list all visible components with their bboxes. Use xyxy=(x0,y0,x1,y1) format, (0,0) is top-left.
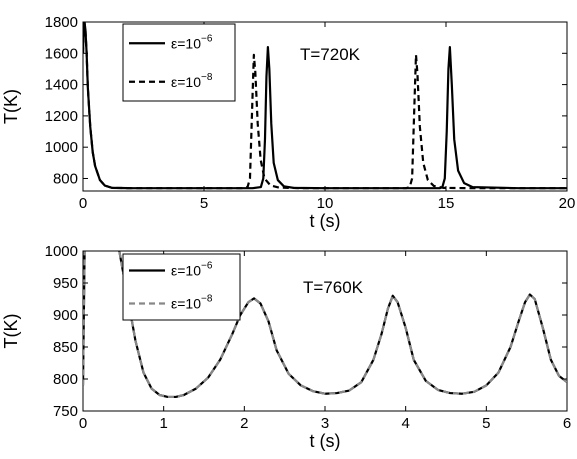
chart-panel-1: 0 5 10 15 20 800 1000 1200 1400 1600 1800 t (s) T(K)… xyxy=(1,14,575,231)
legend: ε=10−6 ε=10−8 xyxy=(122,23,236,102)
temperature-annotation: T=760K xyxy=(303,278,364,297)
x-tick-label: 1 xyxy=(159,415,167,432)
x-tick-label: 5 xyxy=(482,415,490,432)
y-axis-label: T(K) xyxy=(1,314,21,349)
x-tick-label: 0 xyxy=(79,415,87,432)
legend: ε=10−6 ε=10−8 xyxy=(122,253,241,321)
y-tick-label: 850 xyxy=(53,339,78,356)
series-line-2 xyxy=(83,22,567,190)
y-tick-label: 1600 xyxy=(45,45,78,62)
x-tick-label: 5 xyxy=(200,195,208,212)
y-tick-label: 750 xyxy=(53,403,78,420)
y-tick-label: 1000 xyxy=(45,139,78,156)
legend-box xyxy=(122,253,241,321)
y-tick-label: 800 xyxy=(53,170,78,187)
x-tick-label: 10 xyxy=(317,195,334,212)
y-tick-label: 800 xyxy=(53,371,78,388)
legend-label-2: ε=10−8 xyxy=(171,72,213,90)
x-tick-label: 6 xyxy=(563,415,571,432)
x-tick-label: 2 xyxy=(240,415,248,432)
x-tick-label: 4 xyxy=(401,415,409,432)
x-tick-label: 0 xyxy=(79,195,87,212)
y-tick-label: 900 xyxy=(53,307,78,324)
chart-panel-2: 0 1 2 3 4 5 6 750 800 850 900 950 1000 t (s) T(K) T=760… xyxy=(1,243,571,451)
legend-label-1: ε=10−6 xyxy=(171,261,213,279)
y-tick-label: 1400 xyxy=(45,77,78,94)
legend-box xyxy=(122,23,236,102)
x-axis-label: t (s) xyxy=(310,211,341,231)
y-tick-label: 1800 xyxy=(45,14,78,31)
temperature-annotation: T=720K xyxy=(300,45,361,64)
x-tick-label: 15 xyxy=(438,195,455,212)
x-axis-label: t (s) xyxy=(310,431,341,451)
legend-label-1: ε=10−6 xyxy=(171,33,213,51)
x-tick-label: 20 xyxy=(559,195,576,212)
x-tick-label: 3 xyxy=(321,415,329,432)
legend-label-2: ε=10−8 xyxy=(171,294,213,312)
y-tick-label: 950 xyxy=(53,275,78,292)
series-line-2 xyxy=(83,251,567,399)
y-axis-label: T(K) xyxy=(1,89,21,124)
y-tick-label: 1000 xyxy=(45,243,78,260)
y-tick-label: 1200 xyxy=(45,108,78,125)
